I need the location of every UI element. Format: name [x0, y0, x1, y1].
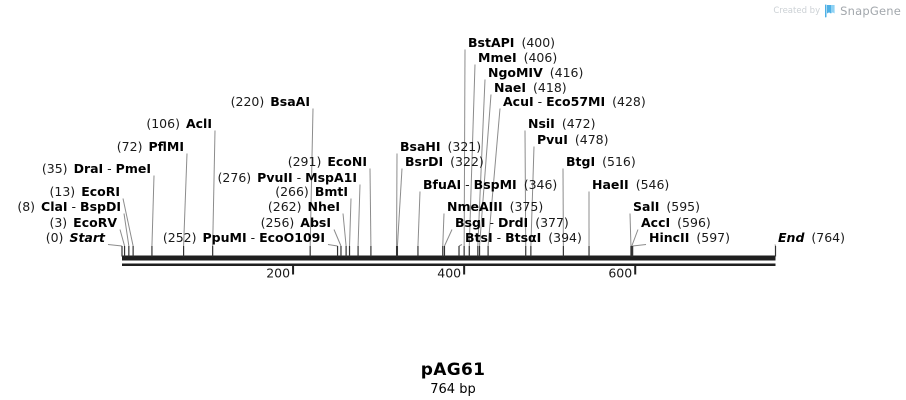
leader-line: [632, 244, 647, 247]
leader-line: [524, 130, 527, 247]
plasmid-length: 764 bp: [430, 382, 476, 397]
ruler-tick-label: 400: [437, 266, 461, 281]
leader-line: [119, 229, 126, 247]
leader-line: [183, 153, 188, 247]
ruler-line: [122, 263, 776, 266]
leader-line: [357, 184, 361, 247]
leader-line: [309, 108, 314, 247]
leader-line: [342, 213, 347, 247]
ruler-tick-label: 600: [608, 266, 632, 281]
snapgene-brand-text: SnapGene: [840, 4, 901, 18]
ruler-tick-label: 200: [266, 266, 290, 281]
leader-line: [463, 49, 466, 247]
leader-line: [396, 168, 403, 247]
plasmid-name: pAG61: [420, 360, 486, 380]
leader-line: [629, 213, 632, 247]
leader-line: [349, 198, 352, 247]
title-block: pAG61 764 bp: [0, 360, 906, 397]
snapgene-flag-icon: [825, 4, 835, 18]
leader-line: [122, 198, 134, 247]
leader-line: [468, 64, 476, 247]
snapgene-watermark: Created by SnapGene: [773, 4, 901, 18]
leader-line: [774, 244, 776, 247]
leader-line: [123, 213, 130, 247]
leader-line: [151, 175, 155, 247]
leader-line: [444, 229, 453, 247]
leader-line: [212, 130, 216, 247]
created-by-text: Created by: [773, 6, 821, 16]
leader-line: [631, 229, 639, 247]
leader-line: [107, 244, 123, 247]
leader-line: [530, 146, 535, 247]
leader-line: [333, 229, 342, 247]
leader-line: [487, 108, 501, 247]
leader-line: [417, 191, 421, 247]
leader-line: [458, 244, 463, 247]
leader-line: [442, 213, 445, 247]
leader-line: [327, 244, 338, 247]
leader-line: [479, 94, 492, 247]
leader-line: [477, 79, 486, 247]
leader-line: [369, 168, 372, 247]
sequence-bar: [122, 255, 776, 261]
